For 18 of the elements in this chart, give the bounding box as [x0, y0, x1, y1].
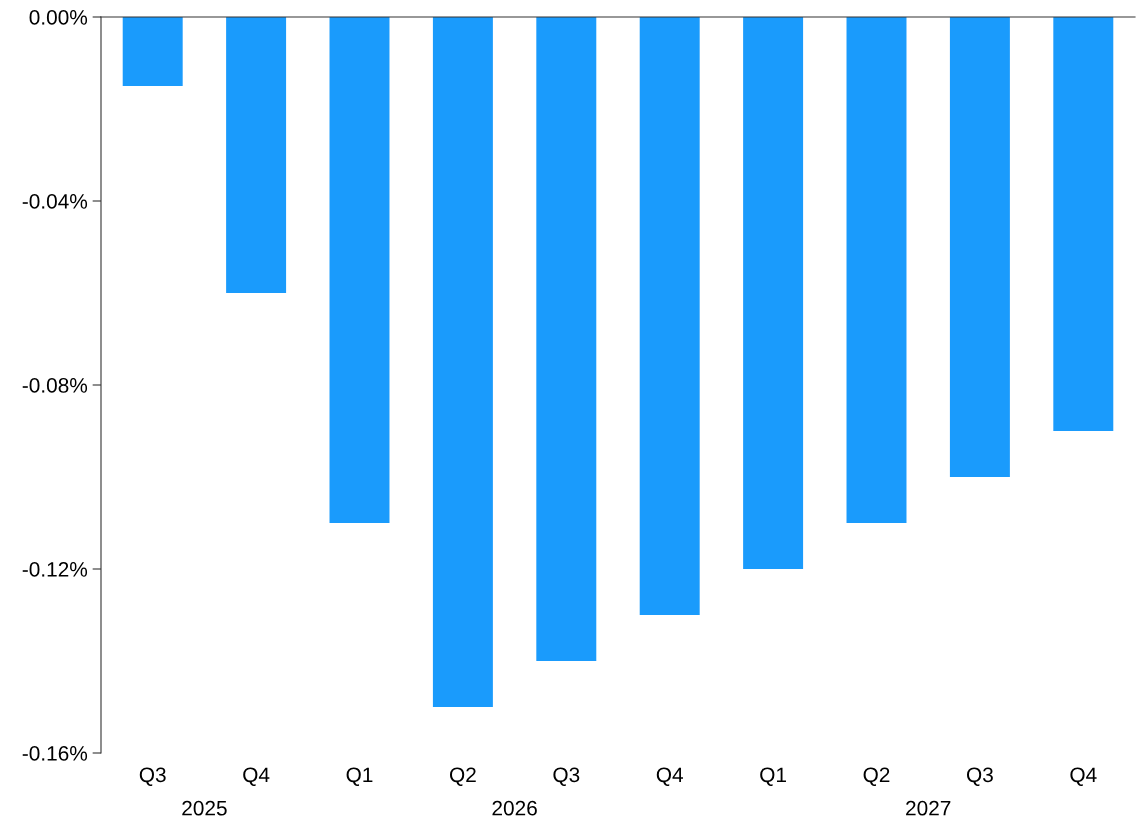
- text: 2025: [182, 800, 227, 816]
- x-tick-label: Q1: [346, 767, 373, 786]
- text: 2027: [906, 800, 951, 816]
- x-tick-label: Q1: [760, 767, 786, 786]
- y-tick-label: -0.04%: [22, 194, 88, 209]
- y-tick-label: 0.00%: [29, 10, 88, 25]
- x-tick-label: Q3: [553, 767, 580, 786]
- x-tick-label: Q4: [1070, 767, 1097, 786]
- x-tick-label: Q3: [139, 767, 166, 786]
- x-tick-label: Q2: [863, 767, 890, 786]
- y-tick-label: -0.08%: [22, 378, 88, 393]
- x-tick-label: Q4: [243, 767, 270, 786]
- y-tick-label: -0.16%: [22, 746, 88, 761]
- x-tick-label: Q3: [966, 767, 993, 786]
- x-tick-label: Q2: [449, 767, 476, 786]
- text: 2026: [492, 800, 537, 816]
- x-tick-label: Q4: [656, 767, 683, 786]
- y-tick-label: -0.12%: [22, 562, 88, 577]
